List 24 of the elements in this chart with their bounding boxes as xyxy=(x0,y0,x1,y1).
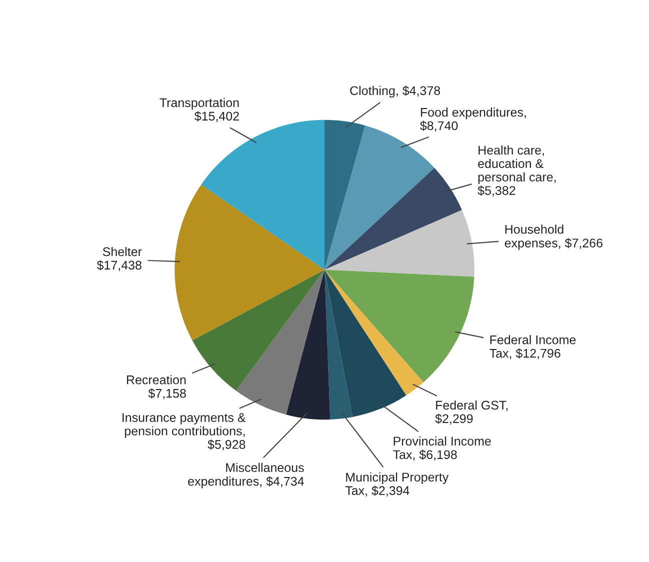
pie-slice xyxy=(192,270,324,391)
slice-label: Household expenses, $7,266 xyxy=(504,224,602,250)
pie-slice xyxy=(324,270,353,420)
slice-label: Shelter $17,438 xyxy=(96,246,142,272)
pie-slice xyxy=(324,210,474,277)
slice-label: Transportation $15,402 xyxy=(160,98,239,122)
slice-label: Federal Income Tax, $12,796 xyxy=(490,335,576,360)
pie-slice xyxy=(286,270,330,420)
slice-label: Health care, education & personal care, $5,382 xyxy=(478,145,556,196)
pie-slice xyxy=(324,270,474,382)
slice-label: Federal GST, $2,299 xyxy=(435,400,508,425)
slice-label: Clothing, $4,378 xyxy=(350,86,440,98)
pie-slice xyxy=(324,270,406,417)
pie-slice xyxy=(324,270,424,396)
slice-label: Insurance payments & pension contributions, $5,928 xyxy=(122,413,246,450)
pie-slice xyxy=(236,270,324,415)
slice-label: Provincial Income Tax, $6,198 xyxy=(393,436,491,461)
slice-label: Miscellaneous expenditures, $4,734 xyxy=(188,462,304,488)
slice-label: Municipal Property Tax, $2,394 xyxy=(345,472,449,497)
slice-label: Food expenditures, $8,740 xyxy=(420,108,526,132)
pie-slice xyxy=(174,184,324,340)
pie-slice xyxy=(324,120,366,270)
pie-slice xyxy=(324,168,462,270)
slice-label: Recreation $7,158 xyxy=(127,375,186,400)
